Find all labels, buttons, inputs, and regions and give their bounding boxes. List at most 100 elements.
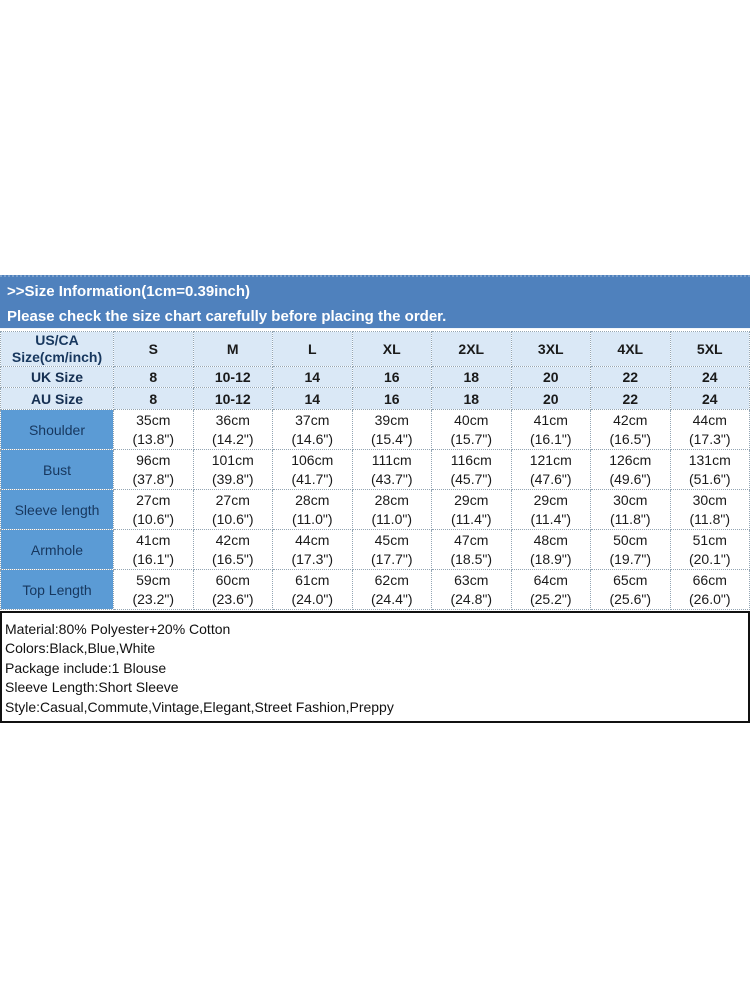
measurement-value-cell: 27cm (10.6") bbox=[113, 489, 194, 530]
value-cm: 29cm bbox=[454, 491, 489, 508]
value-cm: 36cm bbox=[215, 411, 250, 428]
measurement-value-cell: 45cm (17.7") bbox=[351, 529, 432, 570]
measurement-value-cell: 65cm (25.6") bbox=[590, 569, 671, 610]
value-inch: (17.7") bbox=[370, 550, 413, 567]
value-cm: 40cm bbox=[454, 411, 489, 428]
product-details-box: Material:80% Polyester+20% Cotton Colors… bbox=[0, 611, 750, 723]
measurement-value-cell: 27cm (10.6") bbox=[192, 489, 273, 530]
uk-size-label: UK Size bbox=[0, 366, 114, 388]
value-cm: 47cm bbox=[454, 531, 489, 548]
au-size-row-value: 16 bbox=[351, 387, 432, 410]
measurement-value-cell: 35cm (13.8") bbox=[113, 409, 194, 450]
uk-size-row-value: 22 bbox=[590, 366, 671, 388]
value-cm: 44cm bbox=[295, 531, 330, 548]
uk-size-row: UK Size 8 10-12 14 16 18 20 22 24 bbox=[0, 366, 750, 388]
detail-sleeve-length: Sleeve Length:Short Sleeve bbox=[5, 679, 179, 696]
measurement-label: Bust bbox=[0, 449, 114, 490]
measurement-row: Top Length 59cm (23.2") 60cm (23.6") 61cm (24.… bbox=[0, 569, 750, 610]
value-cm: 48cm bbox=[533, 531, 568, 548]
measurement-value-cell: 60cm (23.6") bbox=[192, 569, 273, 610]
banner-subtitle: Please check the size chart carefully be… bbox=[7, 308, 447, 325]
measurement-value-cell: 48cm (18.9") bbox=[510, 529, 591, 570]
measurement-value-cell: 41cm (16.1") bbox=[510, 409, 591, 450]
measurement-value-cell: 50cm (19.7") bbox=[590, 529, 671, 570]
value-cm: 65cm bbox=[613, 571, 648, 588]
value-cm: 66cm bbox=[692, 571, 727, 588]
uk-size-row-value: 10-12 bbox=[192, 366, 273, 388]
measurement-value-cell: 42cm (16.5") bbox=[192, 529, 273, 570]
value-inch: (47.6") bbox=[529, 470, 572, 487]
value-cm: 126cm bbox=[609, 451, 652, 468]
measurement-value-cell: 29cm (11.4") bbox=[431, 489, 512, 530]
au-size-row: AU Size 8 10-12 14 16 18 20 22 24 bbox=[0, 387, 750, 410]
value-inch: (13.8") bbox=[132, 430, 175, 447]
value-inch: (14.2") bbox=[211, 430, 254, 447]
au-size-row-value: 10-12 bbox=[192, 387, 273, 410]
measurement-value-cell: 66cm (26.0") bbox=[669, 569, 750, 610]
measurement-value-cell: 126cm (49.6") bbox=[590, 449, 671, 490]
value-cm: 28cm bbox=[374, 491, 409, 508]
value-cm: 131cm bbox=[688, 451, 731, 468]
size-header-row: US/CA Size(cm/inch) S M L XL 2XL 3XL 4XL 5XL bbox=[0, 331, 750, 367]
measurement-row: Bust 96cm (37.8") 101cm (39.8") 106cm (41.7") 1… bbox=[0, 449, 750, 490]
value-inch: (19.7") bbox=[609, 550, 652, 567]
value-inch: (16.1") bbox=[132, 550, 175, 567]
value-inch: (11.8") bbox=[689, 510, 730, 527]
measurement-value-cell: 101cm (39.8") bbox=[192, 449, 273, 490]
measurement-label: Top Length bbox=[0, 569, 114, 610]
measurement-value-cell: 28cm (11.0") bbox=[272, 489, 353, 530]
au-size-label: AU Size bbox=[0, 387, 114, 410]
au-size-row-value: 8 bbox=[113, 387, 194, 410]
au-size-row-value: 18 bbox=[431, 387, 512, 410]
value-inch: (24.4") bbox=[370, 590, 413, 607]
detail-package: Package include:1 Blouse bbox=[5, 659, 167, 676]
value-inch: (11.4") bbox=[530, 510, 571, 527]
size-col-header: L bbox=[272, 331, 353, 367]
value-inch: (11.0") bbox=[371, 510, 412, 527]
value-inch: (10.6") bbox=[211, 510, 254, 527]
value-inch: (25.2") bbox=[529, 590, 572, 607]
measurement-value-cell: 40cm (15.7") bbox=[431, 409, 512, 450]
value-cm: 41cm bbox=[533, 411, 568, 428]
au-size-row-value: 24 bbox=[669, 387, 750, 410]
measurement-value-cell: 121cm (47.6") bbox=[510, 449, 591, 490]
value-inch: (20.1") bbox=[688, 550, 731, 567]
value-cm: 42cm bbox=[613, 411, 648, 428]
measurement-row: Shoulder 35cm (13.8") 36cm (14.2") 37cm (14.6"… bbox=[0, 409, 750, 450]
measurement-value-cell: 44cm (17.3") bbox=[272, 529, 353, 570]
value-cm: 101cm bbox=[211, 451, 254, 468]
measurement-value-cell: 131cm (51.6") bbox=[669, 449, 750, 490]
value-inch: (45.7") bbox=[450, 470, 493, 487]
measurement-label: Armhole bbox=[0, 529, 114, 570]
uk-size-row-value: 16 bbox=[351, 366, 432, 388]
measurement-value-cell: 29cm (11.4") bbox=[510, 489, 591, 530]
measurement-value-cell: 41cm (16.1") bbox=[113, 529, 194, 570]
corner-line2: Size(cm/inch) bbox=[11, 349, 103, 365]
measurement-value-cell: 44cm (17.3") bbox=[669, 409, 750, 450]
value-inch: (11.8") bbox=[609, 510, 651, 527]
measurement-value-cell: 111cm (43.7") bbox=[351, 449, 432, 490]
value-cm: 30cm bbox=[613, 491, 648, 508]
value-inch: (23.6") bbox=[211, 590, 254, 607]
value-cm: 45cm bbox=[374, 531, 409, 548]
banner-title: >>Size Information(1cm=0.39inch) bbox=[7, 283, 250, 300]
value-cm: 27cm bbox=[136, 491, 171, 508]
value-cm: 37cm bbox=[295, 411, 330, 428]
value-cm: 62cm bbox=[374, 571, 409, 588]
corner-line1: US/CA bbox=[35, 332, 79, 349]
value-inch: (23.2") bbox=[132, 590, 175, 607]
value-inch: (16.1") bbox=[529, 430, 572, 447]
uk-size-row-value: 24 bbox=[669, 366, 750, 388]
value-cm: 51cm bbox=[692, 531, 727, 548]
value-inch: (15.7") bbox=[450, 430, 493, 447]
value-inch: (17.3") bbox=[688, 430, 731, 447]
value-cm: 41cm bbox=[136, 531, 171, 548]
measurement-value-cell: 62cm (24.4") bbox=[351, 569, 432, 610]
value-inch: (51.6") bbox=[688, 470, 731, 487]
measurement-value-cell: 64cm (25.2") bbox=[510, 569, 591, 610]
value-inch: (16.5") bbox=[211, 550, 254, 567]
value-inch: (43.7") bbox=[370, 470, 413, 487]
detail-material: Material:80% Polyester+20% Cotton bbox=[5, 621, 231, 637]
measurement-value-cell: 51cm (20.1") bbox=[669, 529, 750, 570]
value-inch: (17.3") bbox=[291, 550, 334, 567]
